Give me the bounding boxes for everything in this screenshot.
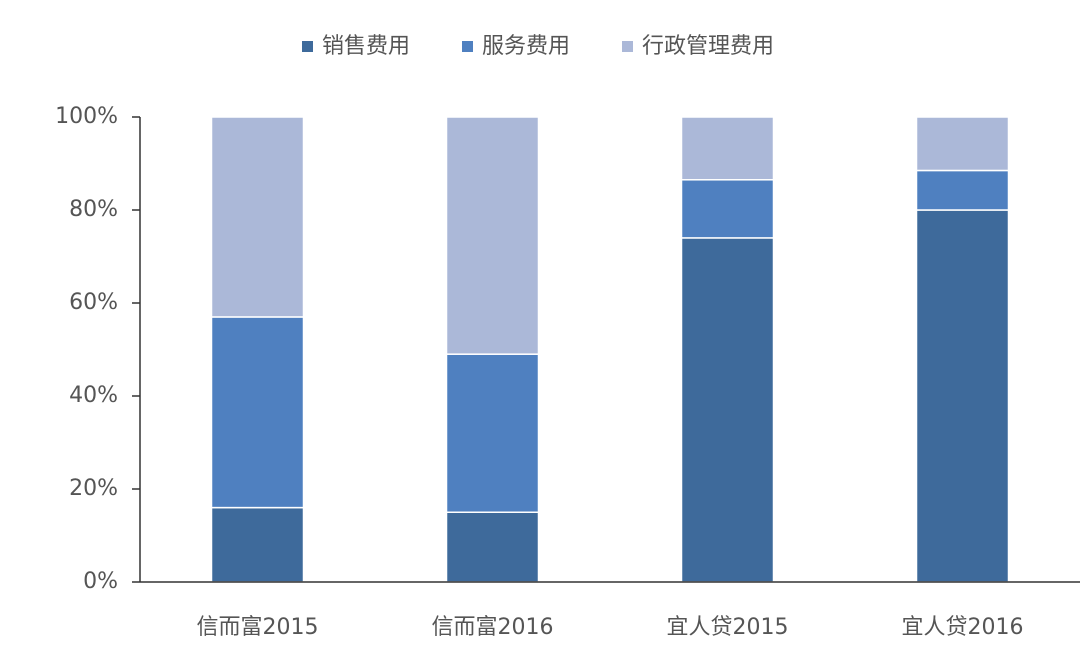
bar-segment <box>210 116 305 318</box>
legend-swatch <box>462 41 473 52</box>
bar-segment <box>680 179 775 239</box>
y-tick-label: 60% <box>69 290 118 315</box>
bar-segment <box>915 169 1010 211</box>
x-tick-label: 信而富2016 <box>432 615 554 640</box>
legend-label: 行政管理费用 <box>642 34 774 59</box>
x-tick-label: 宜人贷2015 <box>667 615 789 640</box>
bar-segment <box>445 511 540 583</box>
bar-segment <box>445 353 540 513</box>
bar-segment <box>210 506 305 583</box>
bar-segment <box>445 116 540 355</box>
y-tick-label: 100% <box>55 104 118 129</box>
bar-segment <box>680 116 775 181</box>
y-tick-label: 0% <box>83 569 118 594</box>
legend-label: 服务费用 <box>482 34 570 59</box>
legend-label: 销售费用 <box>322 34 410 59</box>
x-tick-label: 信而富2015 <box>197 615 319 640</box>
y-tick-label: 40% <box>69 383 118 408</box>
bar-segment <box>915 116 1010 172</box>
y-tick-label: 80% <box>69 197 118 222</box>
x-tick-label: 宜人贷2016 <box>902 615 1024 640</box>
bar-segment <box>680 237 775 583</box>
bar-segment <box>915 209 1010 583</box>
bar-segment <box>210 316 305 509</box>
legend-swatch <box>302 41 313 52</box>
legend-swatch <box>622 41 633 52</box>
y-tick-label: 20% <box>69 476 118 501</box>
